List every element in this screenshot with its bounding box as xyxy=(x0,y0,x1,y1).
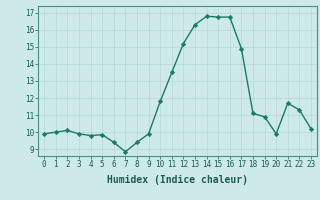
X-axis label: Humidex (Indice chaleur): Humidex (Indice chaleur) xyxy=(107,175,248,185)
